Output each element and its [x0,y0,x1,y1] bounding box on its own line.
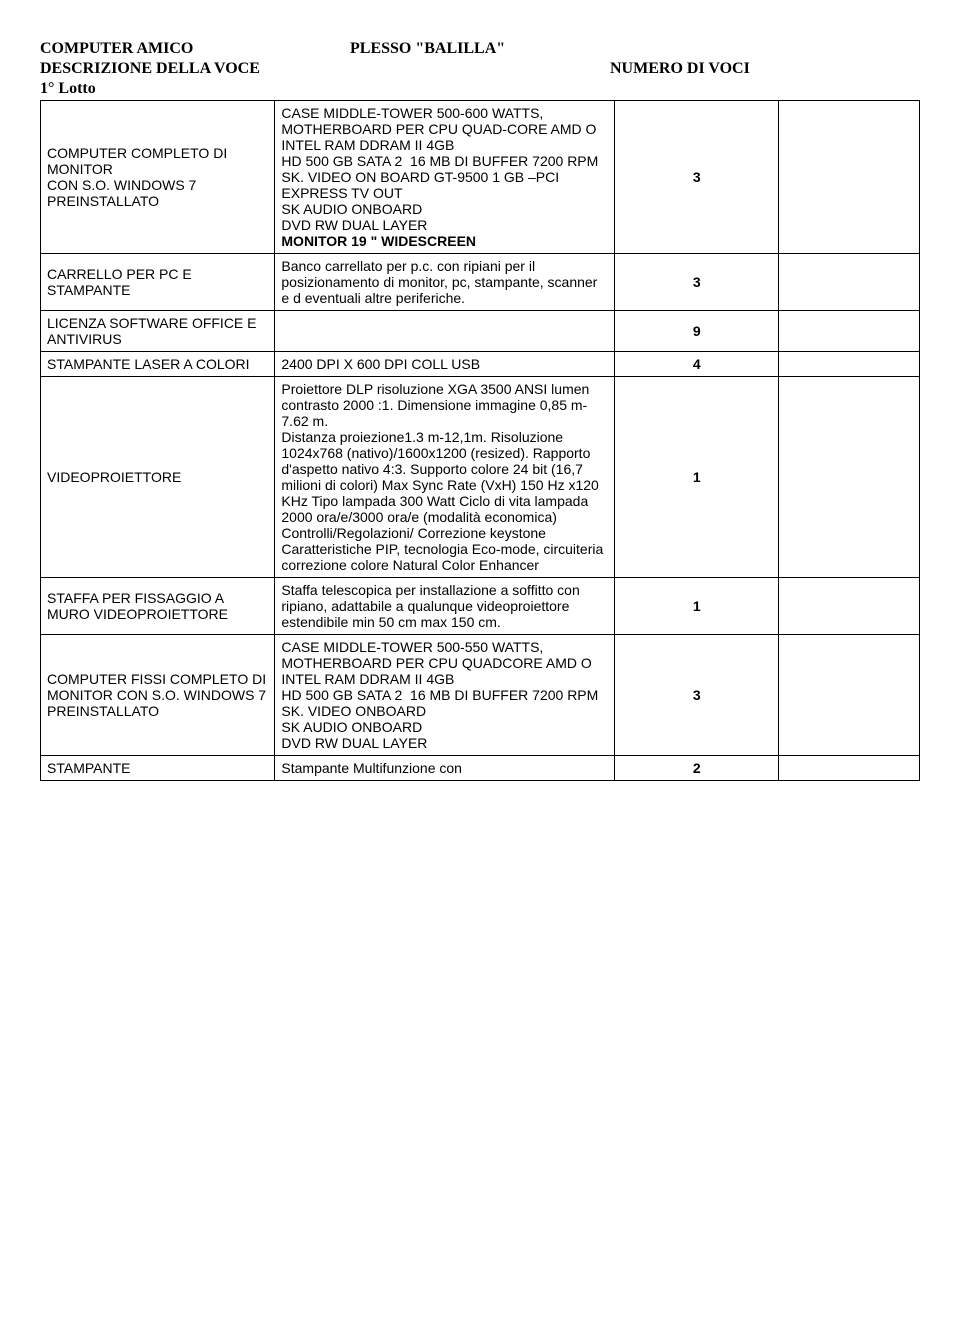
cell-desc: Staffa telescopica per installazione a s… [275,578,615,635]
cell-label: COMPUTER COMPLETO DI MONITOR CON S.O. WI… [41,101,275,254]
cell-empty [779,756,920,781]
table-row: CARRELLO PER PC E STAMPANTE Banco carrel… [41,254,920,311]
cell-empty [779,377,920,578]
cell-label: COMPUTER FISSI COMPLETO DI MONITOR CON S… [41,635,275,756]
cell-label: LICENZA SOFTWARE OFFICE E ANTIVIRUS [41,311,275,352]
cell-empty [779,352,920,377]
cell-count: 1 [615,377,779,578]
cell-empty [779,578,920,635]
cell-count: 4 [615,352,779,377]
cell-desc: CASE MIDDLE-TOWER 500-550 WATTS, MOTHERB… [275,635,615,756]
cell-empty [779,311,920,352]
table-row: STAMPANTE LASER A COLORI 2400 DPI X 600 … [41,352,920,377]
cell-count: 3 [615,635,779,756]
cell-desc: CASE MIDDLE-TOWER 500-600 WATTS, MOTHERB… [275,101,615,254]
cell-count: 2 [615,756,779,781]
cell-label: CARRELLO PER PC E STAMPANTE [41,254,275,311]
document-header: COMPUTER AMICO PLESSO "BALILLA" DESCRIZI… [40,40,920,98]
cell-empty [779,254,920,311]
header-title-left: COMPUTER AMICO [40,40,350,58]
spec-table: COMPUTER COMPLETO DI MONITOR CON S.O. WI… [40,100,920,781]
table-row: COMPUTER COMPLETO DI MONITOR CON S.O. WI… [41,101,920,254]
cell-label: STAMPANTE LASER A COLORI [41,352,275,377]
table-row: LICENZA SOFTWARE OFFICE E ANTIVIRUS 9 [41,311,920,352]
cell-desc: Banco carrellato per p.c. con ripiani pe… [275,254,615,311]
cell-desc: 2400 DPI X 600 DPI COLL USB [275,352,615,377]
cell-label: STAMPANTE [41,756,275,781]
cell-empty [779,635,920,756]
cell-label: VIDEOPROIETTORE [41,377,275,578]
table-row: STAFFA PER FISSAGGIO A MURO VIDEOPROIETT… [41,578,920,635]
cell-count: 9 [615,311,779,352]
cell-label: STAFFA PER FISSAGGIO A MURO VIDEOPROIETT… [41,578,275,635]
table-row: COMPUTER FISSI COMPLETO DI MONITOR CON S… [41,635,920,756]
header-subtitle-right: NUMERO DI VOCI [610,60,750,78]
header-title-center: PLESSO "BALILLA" [350,40,610,58]
cell-desc: Stampante Multifunzione con [275,756,615,781]
header-subtitle-left: DESCRIZIONE DELLA VOCE [40,60,350,78]
cell-count: 3 [615,101,779,254]
cell-desc-pre: CASE MIDDLE-TOWER 500-600 WATTS, MOTHERB… [281,105,600,233]
cell-desc [275,311,615,352]
cell-count: 1 [615,578,779,635]
header-lotto: 1° Lotto [40,80,350,98]
cell-empty [779,101,920,254]
table-row: STAMPANTE Stampante Multifunzione con 2 [41,756,920,781]
table-row: VIDEOPROIETTORE Proiettore DLP risoluzio… [41,377,920,578]
cell-count: 3 [615,254,779,311]
cell-desc: Proiettore DLP risoluzione XGA 3500 ANSI… [275,377,615,578]
cell-desc-bold: MONITOR 19 " WIDESCREEN [281,233,476,249]
